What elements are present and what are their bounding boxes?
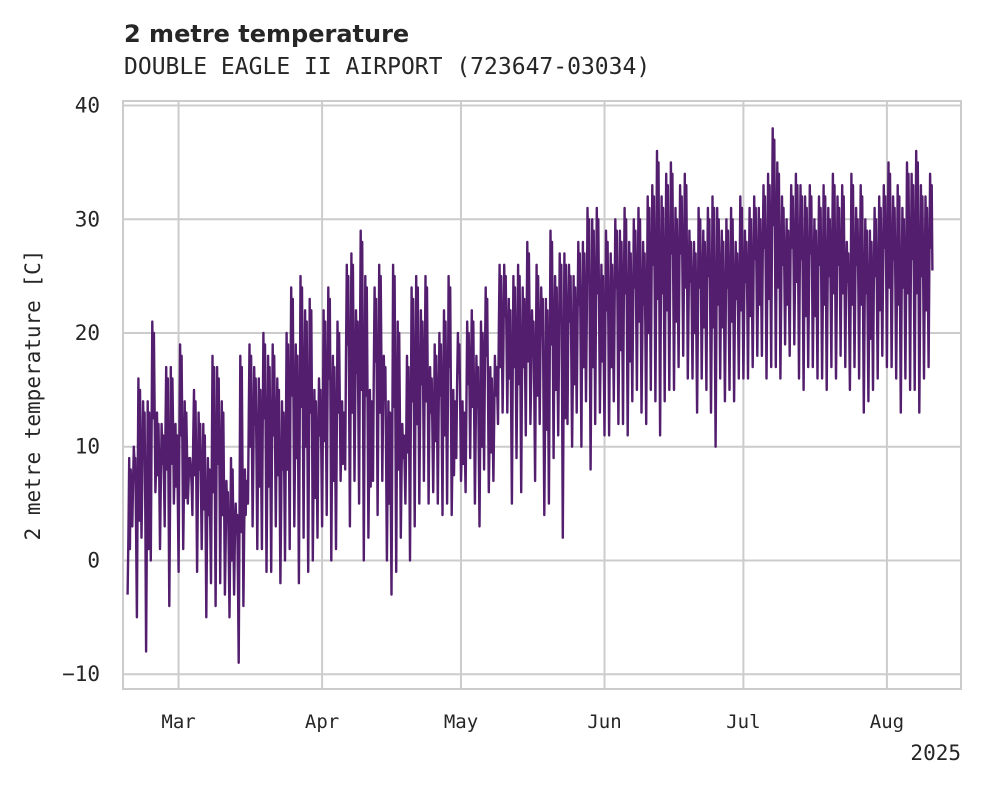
y-tick-label: 20 [75, 321, 100, 345]
y-tick-label: 10 [75, 435, 100, 459]
x-tick-label: Mar [161, 711, 195, 733]
x-tick-label: Aug [870, 711, 904, 733]
x-tick-label: Apr [305, 711, 339, 733]
series-group [126, 127, 934, 664]
x-axis-year-label: 2025 [910, 741, 961, 765]
y-axis-ticks: −10 0 10 20 30 40 [62, 94, 100, 687]
x-tick-label: Jul [726, 711, 760, 733]
x-axis-ticks: Mar Apr May Jun Jul Aug [161, 711, 904, 733]
temperature-line [126, 127, 934, 664]
y-tick-label: 30 [75, 207, 100, 231]
y-tick-label: 0 [87, 548, 100, 572]
y-tick-label: −10 [62, 662, 100, 686]
x-tick-label: Jun [587, 711, 621, 733]
chart-title: 2 metre temperature [124, 20, 409, 48]
x-tick-label: May [444, 711, 478, 733]
chart-subtitle: DOUBLE EAGLE II AIRPORT (723647-03034) [124, 54, 650, 80]
plot-frame [122, 100, 962, 690]
y-axis-label: 2 metre temperature [C] [21, 250, 45, 541]
y-tick-label: 40 [75, 94, 100, 118]
